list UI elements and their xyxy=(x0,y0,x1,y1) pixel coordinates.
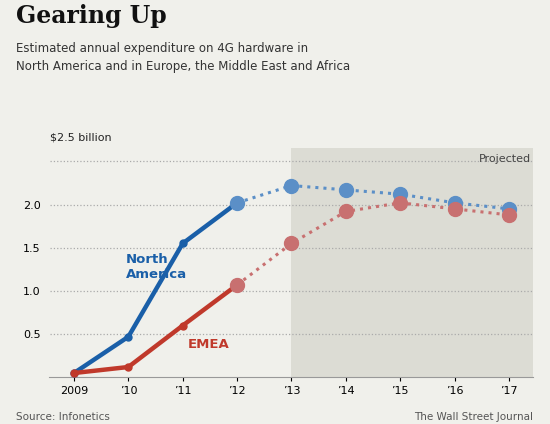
Text: EMEA: EMEA xyxy=(188,338,230,351)
Text: $2.5 billion: $2.5 billion xyxy=(50,132,111,142)
Text: Source: Infonetics: Source: Infonetics xyxy=(16,412,111,422)
Text: Gearing Up: Gearing Up xyxy=(16,4,167,28)
Text: North
America: North America xyxy=(125,253,187,281)
Text: Projected: Projected xyxy=(478,154,531,165)
Text: Estimated annual expenditure on 4G hardware in
North America and in Europe, the : Estimated annual expenditure on 4G hardw… xyxy=(16,42,351,73)
Bar xyxy=(292,148,534,377)
Text: The Wall Street Journal: The Wall Street Journal xyxy=(415,412,534,422)
